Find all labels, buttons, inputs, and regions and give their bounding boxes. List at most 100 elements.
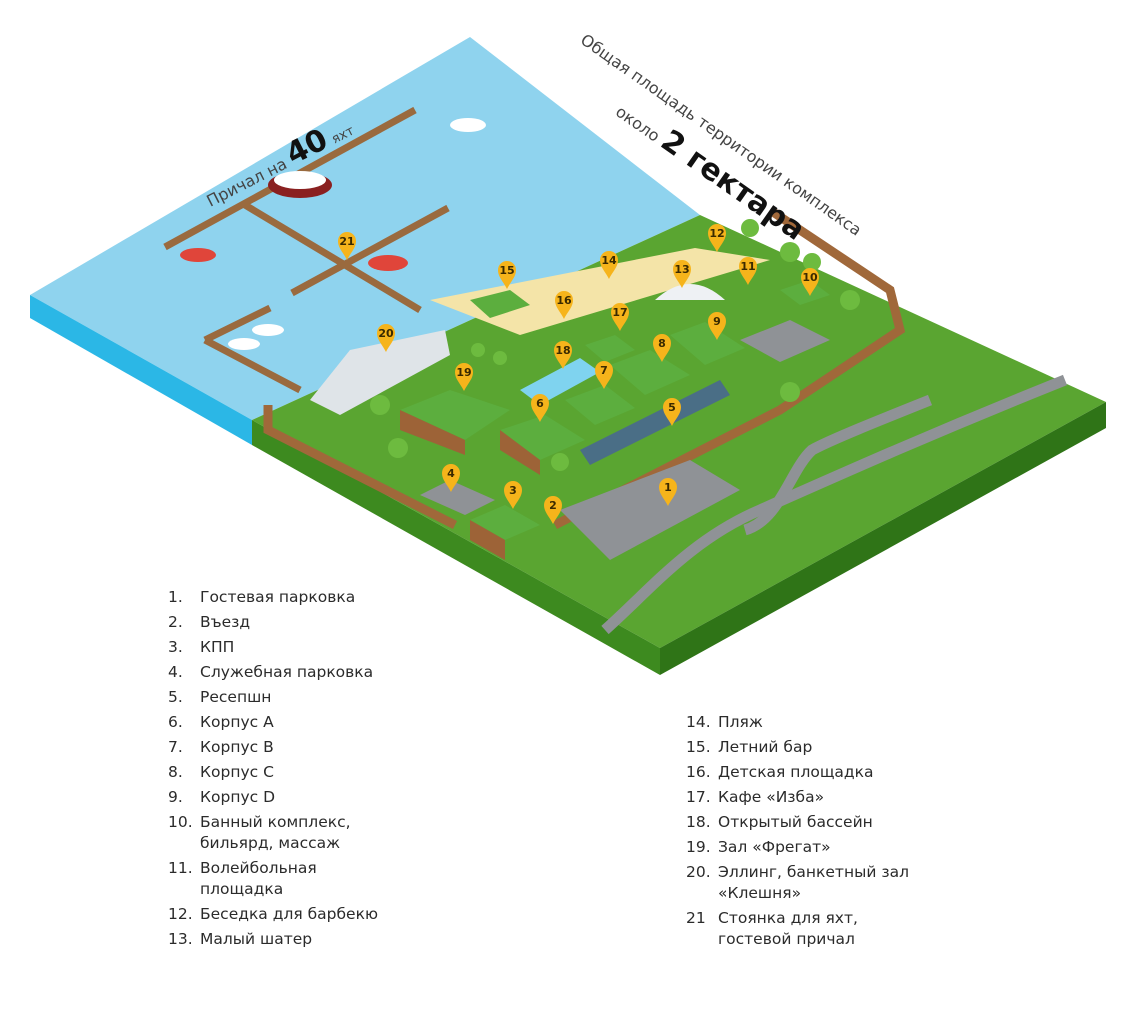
pin-shape [611, 303, 629, 331]
pool [520, 358, 600, 405]
legend-label: Летний бар [718, 738, 813, 756]
legend-label: Зал «Фрегат» [718, 838, 831, 856]
trees [370, 219, 860, 471]
legend-label: Гостевая парковка [200, 588, 356, 606]
map-pin-18[interactable]: 18 [554, 341, 572, 369]
domes [310, 284, 725, 415]
pin-label: 6 [536, 397, 544, 410]
legend-number: 17. [686, 788, 711, 806]
pin-label: 21 [339, 235, 354, 248]
pin-shape [673, 260, 691, 288]
pin-shape [338, 232, 356, 260]
pin-shape [708, 312, 726, 340]
map-pin-2[interactable]: 2 [544, 496, 562, 524]
map-pin-10[interactable]: 10 [801, 268, 819, 296]
map-pin-20[interactable]: 20 [377, 324, 395, 352]
map-pin-15[interactable]: 15 [498, 261, 516, 289]
legend-left: 1. Гостевая парковка 2. Въезд 3. КПП 4. Служебн… [168, 587, 428, 954]
pin-label: 11 [740, 260, 755, 273]
legend-number: 2. [168, 613, 183, 631]
pin-label: 10 [802, 271, 818, 284]
legend-label: Стоянка для яхт, гостевой причал [718, 909, 858, 948]
legend-number: 3. [168, 638, 183, 656]
boats [180, 118, 486, 350]
pin-shape [554, 341, 572, 369]
legend-item: 4. Служебная парковка [168, 662, 428, 683]
pin-label: 1 [664, 481, 672, 494]
map-pin-9[interactable]: 9 [708, 312, 726, 340]
legend-item: 19. Зал «Фрегат» [686, 837, 946, 858]
pin-shape [663, 398, 681, 426]
map-pin-7[interactable]: 7 [595, 361, 613, 389]
legend-item: 18. Открытый бассейн [686, 812, 946, 833]
legend-item: 17. Кафе «Изба» [686, 787, 946, 808]
legend-number: 14. [686, 713, 711, 731]
legend-item: 16. Детская площадка [686, 762, 946, 783]
pin-label: 2 [549, 499, 557, 512]
legend-label: Корпус С [200, 763, 274, 781]
pin-shape [442, 464, 460, 492]
legend-item: 3. КПП [168, 637, 428, 658]
legend-number: 16. [686, 763, 711, 781]
legend-number: 5. [168, 688, 183, 706]
legend-number: 9. [168, 788, 183, 806]
legend-item: 1. Гостевая парковка [168, 587, 428, 608]
legend-label: Служебная парковка [200, 663, 374, 681]
map-pin-11[interactable]: 11 [739, 257, 757, 285]
map-pin-21[interactable]: 21 [338, 232, 356, 260]
legend-item: 7. Корпус В [168, 737, 428, 758]
map-pin-16[interactable]: 16 [555, 291, 573, 319]
pin-label: 8 [658, 337, 666, 350]
legend-number: 1. [168, 588, 183, 606]
map-pin-4[interactable]: 4 [442, 464, 460, 492]
pin-label: 4 [447, 467, 455, 480]
legend-label: Беседка для барбекю [200, 905, 379, 923]
pin-label: 17 [612, 306, 627, 319]
legend-label: Волейбольная площадка [200, 859, 317, 898]
legend-number: 7. [168, 738, 183, 756]
pin-shape [708, 224, 726, 252]
map-pin-12[interactable]: 12 [708, 224, 726, 252]
legend-item: 20. Эллинг, банкетный зал «Клешня» [686, 862, 946, 904]
pin-shape [455, 363, 473, 391]
map-pin-19[interactable]: 19 [455, 363, 473, 391]
pin-label: 18 [555, 344, 570, 357]
legend-label: Детская площадка [718, 763, 874, 781]
map-pin-14[interactable]: 14 [600, 251, 618, 279]
buildings [400, 280, 830, 560]
pin-shape [659, 478, 677, 506]
parking [420, 320, 830, 560]
map-pin-1[interactable]: 1 [659, 478, 677, 506]
pin-label: 13 [674, 263, 689, 276]
road [601, 374, 1068, 635]
legend-item: 12. Беседка для барбекю [168, 904, 428, 925]
legend-label: Корпус В [200, 738, 274, 756]
fence [263, 206, 906, 530]
legend-label: Открытый бассейн [718, 813, 873, 831]
legend-label: Малый шатер [200, 930, 313, 948]
legend-label: КПП [200, 638, 235, 656]
pin-label: 20 [378, 327, 394, 340]
pin-shape [600, 251, 618, 279]
legend-item: 14. Пляж [686, 712, 946, 733]
legend-right: 14. Пляж 15. Летний бар 16. Детская площадка 1… [686, 712, 946, 954]
legend-number: 21 [686, 909, 706, 927]
map-pin-8[interactable]: 8 [653, 334, 671, 362]
map-pin-13[interactable]: 13 [673, 260, 691, 288]
pin-label: 15 [499, 264, 514, 277]
legend-number: 20. [686, 863, 711, 881]
pin-shape [504, 481, 522, 509]
map-pin-5[interactable]: 5 [663, 398, 681, 426]
legend-item: 21 Стоянка для яхт, гостевой причал [686, 908, 946, 950]
pin-label: 3 [509, 484, 517, 497]
pin-label: 7 [600, 364, 608, 377]
legend-number: 12. [168, 905, 193, 923]
legend-item: 6. Корпус А [168, 712, 428, 733]
map-pin-3[interactable]: 3 [504, 481, 522, 509]
pin-shape [653, 334, 671, 362]
map-pin-17[interactable]: 17 [611, 303, 629, 331]
legend-number: 4. [168, 663, 183, 681]
pin-label: 16 [556, 294, 572, 307]
map-pin-6[interactable]: 6 [531, 394, 549, 422]
